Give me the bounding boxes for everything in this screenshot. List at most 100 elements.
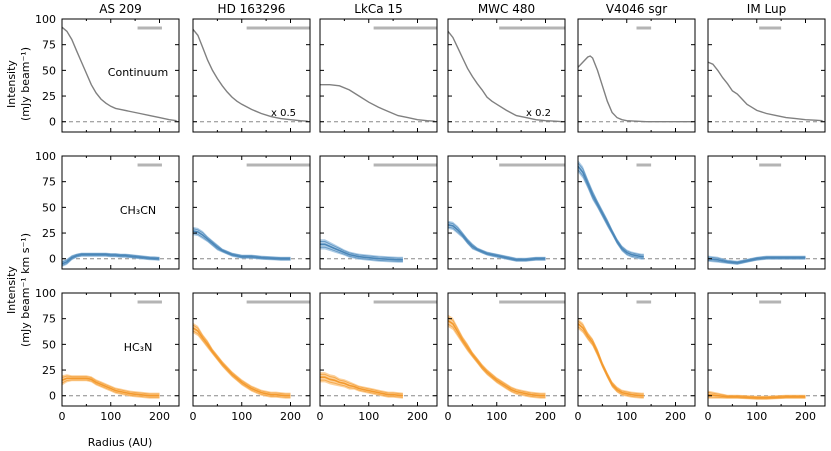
panel-title: V4046 sgr <box>606 2 667 16</box>
y-tick-label: 75 <box>42 39 56 52</box>
radial-profile-line <box>192 327 291 397</box>
band-edge-line <box>447 316 546 395</box>
radial-profile-line <box>577 165 644 258</box>
axis-ticks <box>447 155 565 269</box>
y-tick-label: 75 <box>42 313 56 326</box>
axis-ticks <box>319 292 437 406</box>
panel-frame <box>192 18 311 133</box>
x-axis-title: Radius (AU) <box>88 436 153 449</box>
band-edge-line <box>707 396 806 400</box>
axis-ticks <box>319 18 437 132</box>
panel-hc3n-6: 0 100 200 <box>705 292 826 423</box>
x-tick-label: 200 <box>535 410 556 423</box>
x-tick-label: 0 <box>317 410 324 423</box>
band-edge-line <box>447 323 546 398</box>
panel-continuum-1: 0 25 50 75 100 AS 209 <box>35 2 180 133</box>
band-edge-line <box>320 246 403 262</box>
band-edge-line <box>707 256 806 263</box>
band-edge-line <box>192 232 291 261</box>
panel-title: LkCa 15 <box>354 2 402 16</box>
axis-ticks <box>61 18 179 132</box>
panel-frame <box>447 155 566 270</box>
panel-title: HD 163296 <box>218 2 286 16</box>
panel-frame <box>577 155 696 270</box>
x-tick-label: 0 <box>445 410 452 423</box>
y-tick-label: 50 <box>42 338 56 351</box>
panel-title: AS 209 <box>99 2 142 16</box>
y-axis-title-line1: Intensity <box>5 60 18 108</box>
radial-profile-line <box>707 61 823 122</box>
axis-ticks <box>192 18 310 132</box>
radial-profile-line <box>320 83 435 122</box>
y-tick-label: 0 <box>49 390 56 403</box>
panel-title: MWC 480 <box>478 2 535 16</box>
band-edge-line <box>61 375 160 395</box>
x-tick-label: 200 <box>665 410 686 423</box>
row-label: Continuum <box>108 66 168 79</box>
row-label: HC₃N <box>124 341 153 354</box>
x-tick-label: 0 <box>705 410 712 423</box>
y-tick-label: 100 <box>35 287 56 300</box>
x-tick-label: 200 <box>795 410 816 423</box>
axis-ticks <box>577 292 695 406</box>
x-tick-label: 200 <box>407 410 428 423</box>
y-tick-label: 100 <box>35 150 56 163</box>
panel-frame <box>577 292 696 407</box>
y-axis-title-line1: Intensity <box>5 266 18 314</box>
axis-ticks <box>192 292 310 406</box>
y-tick-label: 0 <box>49 116 56 129</box>
y-tick-label: 50 <box>42 64 56 77</box>
radial-profile-line <box>320 243 403 261</box>
x-tick-label: 0 <box>190 410 197 423</box>
panel-frame <box>192 155 311 270</box>
panel-frame <box>707 292 826 407</box>
axis-ticks <box>61 155 179 269</box>
panel-ch3cn-1: 0 25 50 75 100 <box>35 150 180 270</box>
band-edge-line <box>577 326 644 398</box>
panel-hc3n-2: 0 100 200 <box>190 292 311 423</box>
radial-profile-line <box>447 30 563 123</box>
radial-profile-line <box>61 26 177 122</box>
panel-continuum-2: HD 163296 <box>192 2 311 133</box>
panel-continuum-5: V4046 sgr <box>577 2 696 133</box>
panel-hc3n-3: 0 100 200 <box>317 292 438 423</box>
x-tick-label: 100 <box>746 410 767 423</box>
band-edge-line <box>192 228 291 259</box>
y-axis-title-line2: (mJy beam⁻¹ km s⁻¹) <box>19 233 32 347</box>
axis-ticks <box>707 155 825 269</box>
y-tick-label: 25 <box>42 90 56 103</box>
panel-frame <box>319 292 438 407</box>
x-tick-label: 200 <box>149 410 170 423</box>
band-edge-line <box>320 373 403 395</box>
radial-profile-line <box>577 323 644 397</box>
band-edge-line <box>192 324 291 395</box>
y-tick-label: 75 <box>42 176 56 189</box>
panel-frame <box>61 292 180 407</box>
panel-frame <box>192 292 311 407</box>
y-tick-label: 25 <box>42 227 56 240</box>
panel-continuum-3: LkCa 15 <box>319 2 438 133</box>
uncertainty-band <box>193 322 291 399</box>
axis-ticks <box>707 18 825 132</box>
x-tick-label: 100 <box>100 410 121 423</box>
radial-profile-line <box>61 253 160 265</box>
panel-ch3cn-5 <box>577 155 696 270</box>
band-edge-line <box>192 330 291 398</box>
band-edge-line <box>707 258 806 265</box>
axis-ticks <box>577 18 695 132</box>
x-tick-label: 100 <box>358 410 379 423</box>
radial-profile-line <box>707 256 806 264</box>
panel-frame <box>707 18 826 133</box>
axis-ticks <box>192 155 310 269</box>
band-edge-line <box>707 391 806 398</box>
panel-ch3cn-4 <box>447 155 566 270</box>
panel-title: IM Lup <box>747 2 786 16</box>
uncertainty-band <box>448 314 546 399</box>
x-tick-label: 100 <box>486 410 507 423</box>
band-edge-line <box>61 253 160 263</box>
axis-ticks <box>577 155 695 269</box>
radial-profile-line <box>707 393 806 399</box>
panel-ch3cn-6 <box>707 155 826 270</box>
radial-profile-line <box>61 377 160 397</box>
